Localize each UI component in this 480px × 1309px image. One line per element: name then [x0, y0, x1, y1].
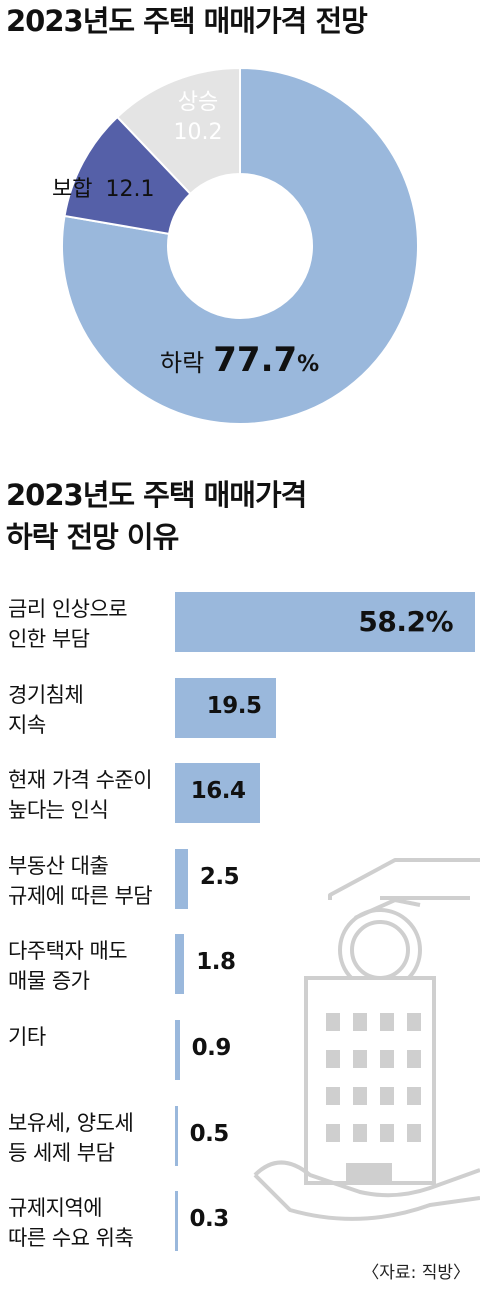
pie-label-down-unit: % — [297, 352, 320, 377]
building-window — [407, 1087, 421, 1105]
bar-value-label: 0.3 — [189, 1206, 230, 1232]
building-window — [326, 1050, 340, 1068]
bar-category-label-line: 규제에 따른 부담 — [8, 884, 153, 908]
bar-value-label: 2.5 — [199, 864, 240, 890]
bar-chart-title-line1: 2023년도 주택 매매가격 — [6, 478, 307, 512]
building-window — [353, 1013, 367, 1031]
building-window — [407, 1050, 421, 1068]
building-window — [353, 1124, 367, 1142]
bar-category-label-line: 금리 인상으로 — [8, 597, 128, 621]
bar-category-label-line: 경기침체 — [8, 683, 84, 707]
bar-value-label: 0.9 — [191, 1035, 232, 1061]
bar-category-label-line: 다주택자 매도 — [8, 939, 128, 963]
bar-category-label: 기타 — [8, 1022, 46, 1052]
bar — [175, 678, 276, 738]
bar — [175, 1191, 178, 1251]
pie-label-flat: 보합 12.1 — [52, 171, 154, 203]
building-window — [407, 1013, 421, 1031]
pie-slice-flat — [115, 66, 241, 196]
building-window — [380, 1013, 394, 1031]
bar — [175, 849, 188, 909]
building-window — [326, 1087, 340, 1105]
bar-category-label-line: 따른 수요 위축 — [8, 1226, 134, 1250]
building-window — [380, 1087, 394, 1105]
building-window — [380, 1124, 394, 1142]
bar-category-label-line: 보유세, 양도세 — [8, 1111, 134, 1135]
pie-label-up: 상승 10.2 — [160, 88, 236, 148]
bar-category-label-line: 등 세제 부담 — [8, 1141, 115, 1165]
pie-slice-down — [61, 66, 419, 425]
pie-label-flat-name: 보합 — [52, 177, 93, 202]
bar-chart-title-line2: 하락 전망 이유 — [6, 520, 179, 554]
building-window — [380, 1050, 394, 1068]
bar-category-label-line: 높다는 인식 — [8, 798, 109, 822]
pie-label-up-name: 상승 — [177, 90, 219, 115]
bar-category-label-line: 인한 부담 — [8, 627, 90, 651]
bar-value-label: 58.2% — [358, 605, 453, 638]
bar-category-label-line: 현재 가격 수준이 — [8, 768, 153, 792]
pie-label-down: 하락 77.7% — [160, 340, 319, 380]
pie-label-down-value: 77.7 — [213, 340, 298, 380]
bar — [175, 1020, 180, 1080]
building-window — [326, 1124, 340, 1142]
pie-chart-title: 2023년도 주택 매매가격 전망 — [6, 4, 368, 38]
bar — [175, 1106, 178, 1166]
bar-category-label-line: 매물 증가 — [8, 969, 90, 993]
pie-label-down-name: 하락 — [160, 349, 205, 377]
bar — [175, 592, 475, 652]
bar-category-label-line: 부동산 대출 — [8, 854, 109, 878]
bar-value-label: 0.5 — [189, 1121, 230, 1147]
bar-category-label-line: 기타 — [8, 1025, 46, 1049]
building-window — [326, 1013, 340, 1031]
bar — [175, 763, 260, 823]
source-note: 〈자료: 직방〉 — [362, 1263, 470, 1283]
bar-value-label: 1.8 — [196, 949, 236, 975]
pie-label-flat-value: 12.1 — [105, 177, 155, 202]
pie-label-up-value: 10.2 — [173, 120, 223, 145]
donut-chart — [61, 66, 419, 425]
building-window — [353, 1050, 367, 1068]
bar-value-label: 19.5 — [206, 693, 262, 719]
bar — [175, 934, 185, 994]
bar-category-label-line: 규제지역에 — [8, 1196, 103, 1220]
bar-value-label: 16.4 — [190, 778, 246, 804]
bar-category-label-line: 지속 — [8, 713, 46, 737]
building-window — [407, 1124, 421, 1142]
building-window — [353, 1087, 367, 1105]
